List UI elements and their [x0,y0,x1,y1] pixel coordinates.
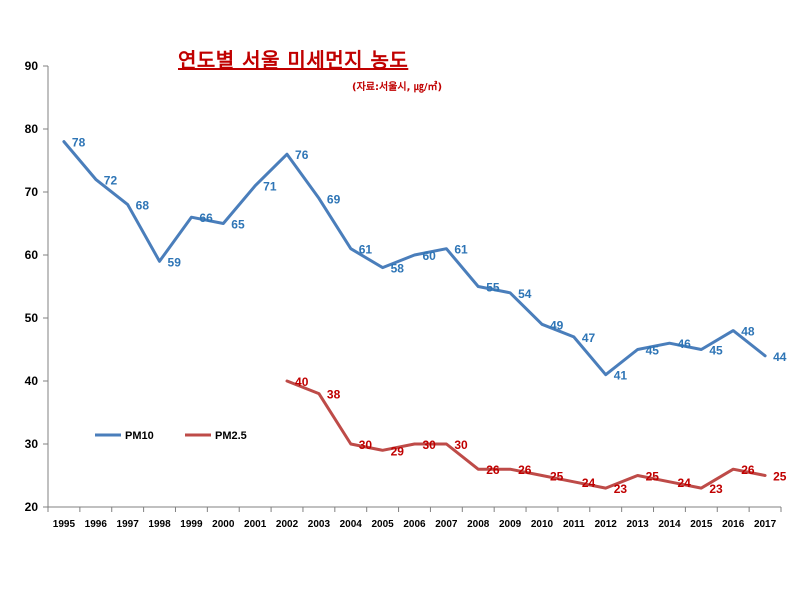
data-label: 30 [454,438,468,452]
data-label: 45 [646,344,660,358]
data-label: 29 [391,444,405,458]
x-tick-label: 2016 [722,519,745,530]
legend-label: PM10 [125,430,154,442]
data-label: 25 [773,470,787,484]
x-tick-label: 1995 [53,519,76,530]
data-label: 24 [677,476,691,490]
data-label: 65 [231,218,245,232]
x-tick-label: 2001 [244,519,267,530]
y-tick-label: 40 [25,374,39,388]
data-label: 59 [168,255,182,269]
y-tick-label: 60 [25,248,39,262]
data-label: 30 [423,438,437,452]
data-label: 61 [454,243,468,257]
data-label: 41 [614,369,628,383]
data-label: 66 [199,211,213,225]
series-line-pm10 [62,140,767,377]
data-label: 61 [359,243,373,257]
data-label: 38 [327,388,341,402]
x-tick-label: 2002 [276,519,299,530]
x-tick-label: 2007 [435,519,458,530]
y-tick-label: 30 [25,437,39,451]
x-tick-label: 1999 [180,519,203,530]
data-label: 26 [518,463,532,477]
data-label: 25 [550,470,564,484]
data-label: 60 [423,249,437,263]
x-tick-label: 2014 [658,519,681,530]
y-tick-label: 80 [25,122,39,136]
data-label: 68 [136,199,150,213]
x-tick-label: 2004 [340,519,363,530]
x-tick-label: 2005 [372,519,395,530]
data-label: 78 [72,136,86,150]
x-tick-label: 1998 [148,519,171,530]
data-label: 69 [327,192,341,206]
data-label: 26 [741,463,755,477]
data-label: 44 [773,350,787,364]
data-label: 58 [391,262,405,276]
x-tick-label: 2008 [467,519,490,530]
data-label: 30 [359,438,373,452]
x-tick-label: 2013 [626,519,649,530]
data-label: 23 [614,482,628,496]
data-label: 26 [486,463,500,477]
data-label: 55 [486,281,500,295]
x-tick-label: 2015 [690,519,713,530]
data-label: 45 [709,344,723,358]
x-tick-label: 1997 [117,519,140,530]
data-label: 48 [741,325,755,339]
x-tick-label: 2012 [595,519,618,530]
data-label: 47 [582,331,596,345]
data-label: 46 [677,337,691,351]
chart-subtitle: (자료:서울시, ㎍/㎥) [352,82,443,93]
data-label: 49 [550,318,564,332]
y-tick-label: 20 [25,500,39,514]
data-label: 23 [709,482,723,496]
chart-title: 연도별 서울 미세먼지 농도 [178,48,409,72]
data-label: 72 [104,173,118,187]
data-label: 54 [518,287,532,301]
data-label: 40 [295,375,309,389]
data-label: 25 [646,470,660,484]
x-tick-label: 2017 [754,519,777,530]
series-line-pm25 [285,379,767,490]
y-tick-label: 50 [25,311,39,325]
x-tick-label: 2000 [212,519,235,530]
y-tick-label: 90 [25,59,39,73]
x-tick-label: 2011 [563,519,585,530]
x-tick-label: 2010 [531,519,554,530]
x-tick-label: 2003 [308,519,331,530]
legend-label: PM2.5 [215,430,247,442]
data-label: 71 [263,180,277,194]
data-label: 24 [582,476,596,490]
y-tick-label: 70 [25,185,39,199]
x-tick-label: 1996 [85,519,108,530]
x-tick-label: 2006 [403,519,426,530]
data-label: 76 [295,148,309,162]
x-tick-label: 2009 [499,519,522,530]
